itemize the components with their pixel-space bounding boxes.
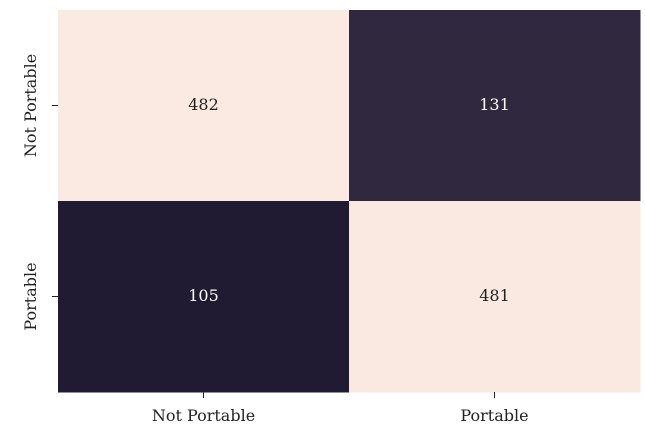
- x-tick-label: Not Portable: [152, 406, 255, 425]
- cell-value-label: 131: [479, 95, 510, 114]
- cell-value-label: 105: [188, 286, 219, 305]
- x-tick-label: Portable: [460, 406, 528, 425]
- heatmap-cell: [58, 10, 350, 202]
- heatmap-cell: [349, 201, 641, 393]
- heatmap-cells: [58, 10, 641, 393]
- y-tick-label: Not Portable: [21, 54, 40, 157]
- x-axis: Not Portable Portable: [152, 392, 529, 425]
- heatmap-cell-labels: 482 131 105 481: [188, 95, 510, 305]
- cell-value-label: 482: [188, 95, 219, 114]
- heatmap-cell: [349, 10, 641, 202]
- y-tick-label: Portable: [21, 262, 40, 330]
- y-axis: Not Portable Portable: [21, 54, 58, 331]
- cell-value-label: 481: [479, 286, 510, 305]
- heatmap-cell: [58, 201, 350, 393]
